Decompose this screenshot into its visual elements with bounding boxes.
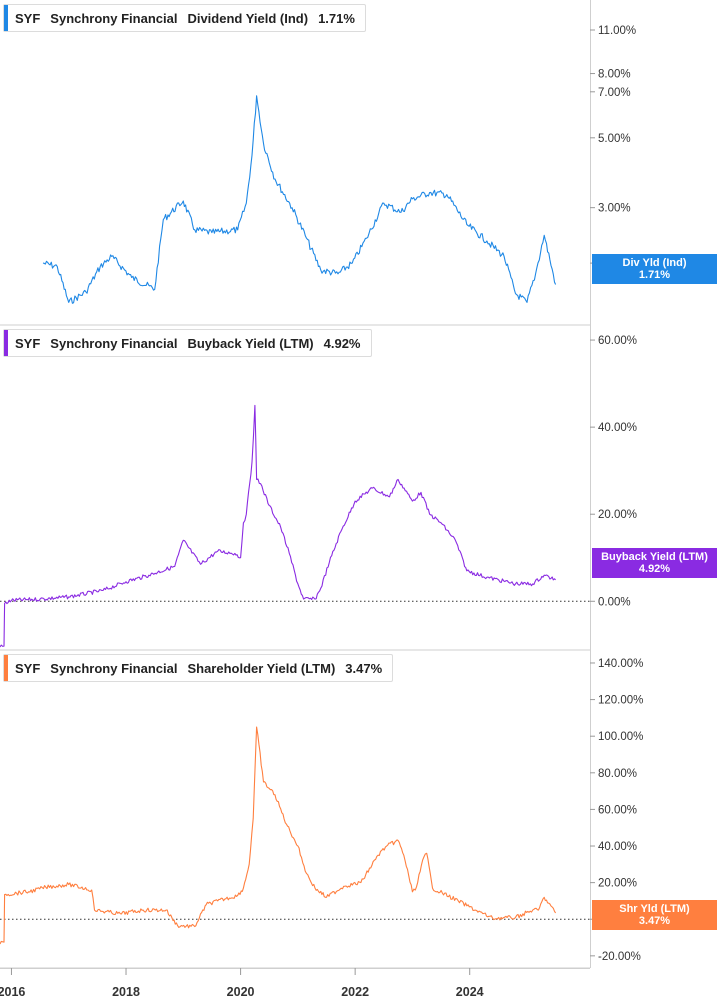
legend-company: Synchrony Financial	[50, 10, 178, 26]
y-tick-label: 40.00%	[598, 841, 637, 853]
legend-ticker: SYF	[15, 660, 41, 676]
y-tick-label: 20.00%	[598, 878, 637, 890]
legend-company: Synchrony Financial	[50, 335, 178, 351]
x-tick-label: 2018	[112, 985, 140, 999]
x-tick-label: 2024	[456, 985, 484, 999]
y-tick-label: 11.00%	[598, 25, 636, 37]
x-tick-label: 2022	[341, 985, 369, 999]
panel-buyback-yield: 60.00% 40.00% 20.00% 0.00%	[0, 325, 637, 651]
y-tick-label: 8.00%	[598, 69, 631, 81]
flag-label: Shr Yld (LTM)	[619, 903, 690, 915]
series-line-buyback-yield	[0, 404, 556, 648]
series-line-shareholder-yield	[0, 726, 557, 945]
legend-company: Synchrony Financial	[50, 660, 178, 676]
flag-label: Div Yld (Ind)	[622, 257, 687, 269]
x-tick-label: 2020	[227, 985, 255, 999]
legend-metric: Buyback Yield (LTM)	[187, 335, 314, 351]
legend-value: 1.71%	[318, 10, 355, 26]
legend-value: 4.92%	[323, 335, 361, 351]
y-tick-label: -20.00%	[598, 951, 641, 963]
flag-value: 1.71%	[638, 269, 671, 281]
last-value-flag-buyback: Buyback Yield (LTM) 4.92%	[592, 548, 717, 578]
flag-label: Buyback Yield (LTM)	[601, 551, 708, 563]
y-tick-label: 20.00%	[598, 509, 637, 521]
legend-value: 3.47%	[345, 660, 383, 676]
flag-value: 4.92%	[638, 563, 671, 575]
x-tick-label: 2016	[0, 985, 25, 999]
legend-metric: Shareholder Yield (LTM)	[187, 660, 336, 676]
legend-swatch	[4, 5, 8, 31]
legend-ticker: SYF	[15, 335, 41, 351]
last-value-flag-shareholder: Shr Yld (LTM) 3.47%	[592, 900, 717, 930]
legend-dividend-yield: SYF Synchrony Financial Dividend Yield (…	[3, 4, 366, 32]
panel-dividend-yield: 11.00%8.00%7.00%5.00%3.00%2.00%	[0, 0, 636, 326]
y-tick-label: 80.00%	[598, 768, 637, 780]
y-tick-label: 0.00%	[598, 596, 631, 608]
y-tick-label: 120.00%	[598, 695, 643, 707]
y-tick-label: 100.00%	[598, 731, 643, 743]
legend-swatch	[4, 655, 8, 681]
y-tick-label: 3.00%	[598, 203, 631, 215]
flag-value: 3.47%	[638, 915, 671, 927]
y-tick-label: 7.00%	[598, 87, 631, 99]
legend-swatch	[4, 330, 8, 356]
series-line-dividend-yield	[42, 95, 557, 304]
legend-buyback-yield: SYF Synchrony Financial Buyback Yield (L…	[3, 329, 372, 357]
y-tick-label: 40.00%	[598, 422, 637, 434]
y-tick-label: 5.00%	[598, 133, 631, 145]
legend-metric: Dividend Yield (Ind)	[187, 10, 309, 26]
last-value-flag-dividend: Div Yld (Ind) 1.71%	[592, 254, 717, 284]
panel-shareholder-yield: 140.00% 120.00% 100.00% 80.00% 60.00% 40.00% 2…	[0, 650, 643, 969]
legend-shareholder-yield: SYF Synchrony Financial Shareholder Yiel…	[3, 654, 394, 682]
y-tick-label: 60.00%	[598, 804, 637, 816]
y-tick-label: 140.00%	[598, 658, 643, 670]
y-tick-label: 60.00%	[598, 335, 637, 347]
legend-ticker: SYF	[15, 10, 41, 26]
